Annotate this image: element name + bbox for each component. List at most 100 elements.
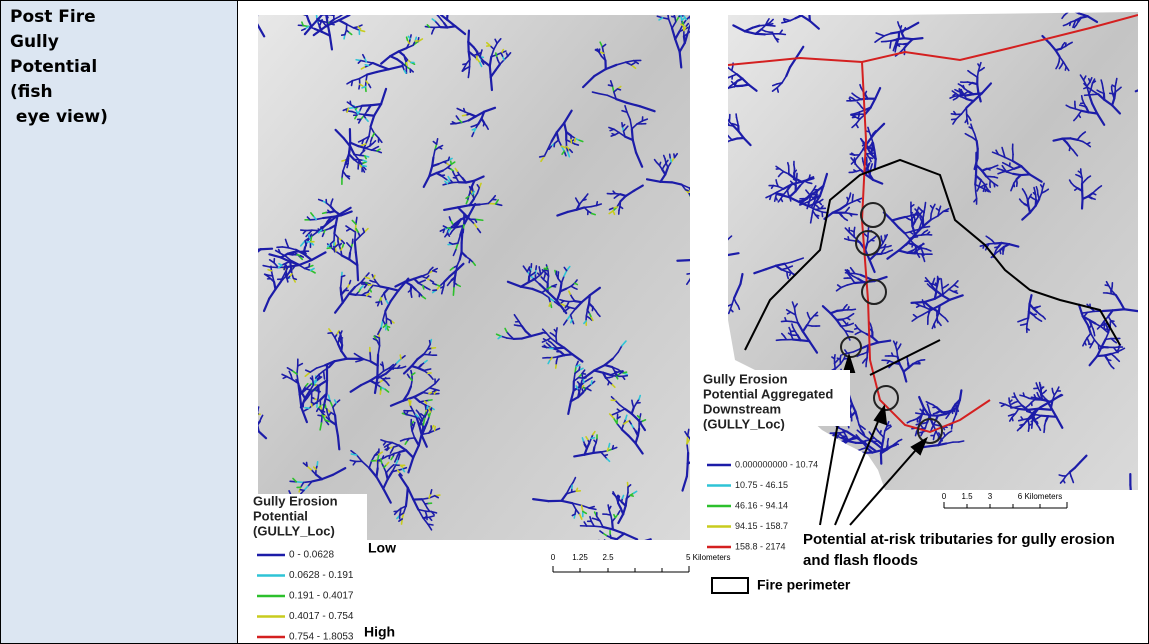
stream [995,165,998,166]
stream [576,488,577,491]
stream [924,258,925,261]
stream [725,114,727,118]
stream [225,254,230,255]
stream [407,488,408,498]
stream [816,452,821,453]
stream [690,193,692,196]
stream [823,452,825,458]
legend-label: 0.000000000 - 10.74 [735,459,818,469]
stream [456,175,459,176]
stream [632,129,633,140]
stream [674,154,675,157]
stream [341,295,343,303]
stream [258,1,263,3]
stream [254,7,258,13]
stream [696,191,698,195]
stream [987,169,990,170]
stream [803,471,804,476]
stream [691,273,694,277]
stream [789,5,792,6]
stream [263,1,267,2]
stream [1105,285,1108,286]
stream [450,3,453,5]
stream [255,416,256,419]
stream [1118,499,1121,500]
stream [447,26,455,27]
stream [443,229,444,232]
stream [771,26,775,27]
stream [496,53,497,56]
stream [438,0,439,3]
stream [887,425,890,426]
stream [472,129,475,130]
stream [775,38,778,39]
stream [254,419,256,424]
stream [916,413,920,414]
stream [406,63,407,66]
stream [625,543,637,546]
stream [692,257,704,260]
stream [1128,509,1130,513]
stream [381,301,382,304]
stream [606,543,611,545]
stream [556,337,557,343]
stream [842,449,843,453]
stream [619,371,623,372]
stream [1064,11,1067,12]
stream [692,193,694,197]
stream [690,262,695,264]
stream [608,562,612,563]
stream [1014,183,1015,186]
stream [775,452,776,457]
stream [341,282,342,288]
stream [825,447,826,452]
stream [1087,311,1094,312]
stream [362,166,366,167]
stream [701,455,707,457]
stream [880,431,881,434]
legend-label: 0.754 - 1.8053 [289,632,354,643]
stream [801,340,810,341]
stream [442,290,443,293]
stream [247,526,249,533]
stream [1052,388,1053,391]
stream [341,345,342,351]
stream [540,156,545,157]
stream [249,518,252,526]
stream [446,0,448,2]
stream [274,282,275,289]
stream [714,263,718,264]
legend-label: 94.15 - 158.7 [735,521,788,531]
stream [355,241,356,252]
page: Post FireGullyPotential(fish eye view) [0,0,1149,644]
stream [325,5,328,9]
stream [738,306,739,309]
stream [309,544,312,548]
stream [331,12,333,14]
stream [346,176,349,177]
stream [254,259,256,261]
stream [254,3,257,7]
stream [775,476,777,479]
stream [410,401,411,405]
stream [712,235,715,239]
stream [349,143,350,154]
stream [239,409,242,410]
stream [252,412,254,416]
stream [818,473,822,474]
stream [447,7,448,13]
stream [925,227,930,228]
stream [400,355,401,359]
stream [793,480,801,484]
stream [305,408,309,409]
stream [1130,509,1131,515]
stream [1130,485,1131,494]
stream [732,138,737,140]
stream [364,9,367,12]
stream [325,543,328,549]
stream [438,0,439,3]
scale-label: 5 Kilometers [686,553,730,562]
stream [942,288,943,294]
stream [776,340,781,341]
stream [727,64,728,67]
